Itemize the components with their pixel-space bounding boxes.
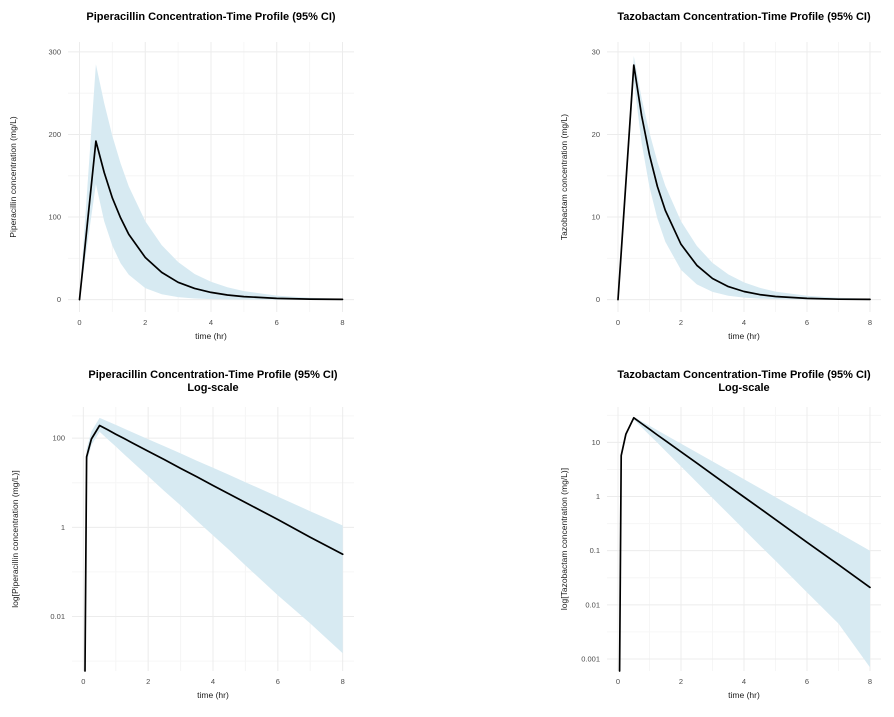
x-tick-label: 6: [275, 318, 279, 327]
y-tick-label: 0.001: [581, 654, 600, 663]
chart-cell-tazobactam-linear: Tazobactam Concentration-Time Profile (9…: [447, 0, 894, 358]
ci-ribbon: [618, 56, 870, 300]
x-tick-labels: 0 2 4 6 8: [77, 318, 344, 327]
x-tick-label: 8: [340, 318, 344, 327]
chart-title-block: Tazobactam Concentration-Time Profile (9…: [607, 0, 881, 34]
x-axis-label: time (hr): [195, 331, 227, 341]
x-tick-label: 0: [616, 318, 620, 327]
y-tick-label: 0.01: [50, 612, 65, 621]
x-axis-label: time (hr): [197, 690, 229, 700]
median-line: [78, 140, 344, 301]
x-tick-label: 2: [143, 318, 147, 327]
x-tick-label: 0: [77, 318, 81, 327]
chart-subtitle: Log-scale: [718, 382, 770, 394]
chart-title: Piperacillin Concentration-Time Profile …: [86, 11, 336, 23]
x-tick-label: 2: [679, 677, 683, 686]
x-tick-label: 0: [81, 677, 85, 686]
x-tick-label: 4: [211, 677, 215, 686]
median-line: [84, 424, 344, 672]
y-axis-label: log[Tazobactam concentration (mg/L)]: [559, 468, 569, 610]
y-tick-label: 0.1: [590, 546, 600, 555]
x-tick-label: 0: [616, 677, 620, 686]
chart-title-block: Tazobactam Concentration-Time Profile (9…: [607, 358, 881, 399]
y-tick-label: 300: [48, 47, 61, 56]
y-axis-label: Piperacillin concentration (mg/L): [8, 116, 18, 238]
y-tick-label: 10: [592, 213, 600, 222]
plot-tazobactam-linear: 0 2 4 6 8 0 10 20 30 time (hr) Tazobactam concentr…: [559, 42, 881, 341]
ci-ribbon: [79, 64, 343, 300]
x-axis-label: time (hr): [728, 331, 760, 341]
x-tick-label: 6: [276, 677, 280, 686]
x-tick-label: 6: [805, 677, 809, 686]
y-tick-label: 100: [52, 434, 65, 443]
x-tick-label: 4: [742, 318, 746, 327]
chart-title-block: Piperacillin Concentration-Time Profile …: [68, 0, 354, 34]
chart-title: Tazobactam Concentration-Time Profile (9…: [617, 369, 871, 381]
plot-piperacillin-log: 0 2 4 6 8 100 1 0.01 time (hr) log[Piperacillin c…: [10, 407, 354, 700]
chart-title: Piperacillin Concentration-Time Profile …: [88, 369, 338, 381]
y-axis-label: log[Piperacillin concentration (mg/L)]: [10, 470, 20, 607]
plot-tazobactam-log: 0 2 4 6 8 10 1 0.1 0.01 0.001 time (hr) log[Tazobac…: [559, 407, 881, 700]
y-tick-label: 200: [48, 130, 61, 139]
x-tick-label: 8: [868, 677, 872, 686]
plot-piperacillin-linear: 0 2 4 6 8 0 100 200 300 time (hr) Piperacillin con…: [8, 42, 354, 341]
ci-ribbon: [85, 417, 343, 671]
y-axis-label: Tazobactam concentration (mg/L): [559, 114, 569, 240]
y-tick-label: 1: [61, 523, 65, 532]
chart-subtitle: Log-scale: [187, 382, 239, 394]
y-tick-labels: 100 1 0.01: [50, 434, 65, 621]
x-tick-labels: 0 2 4 6 8: [616, 677, 872, 686]
y-tick-label: 10: [592, 438, 600, 447]
y-tick-labels: 10 1 0.1 0.01 0.001: [581, 438, 600, 664]
x-tick-label: 8: [868, 318, 872, 327]
x-tick-label: 2: [146, 677, 150, 686]
x-tick-labels: 0 2 4 6 8: [81, 677, 344, 686]
ci-ribbon: [619, 416, 870, 671]
y-tick-label: 0: [596, 295, 600, 304]
y-tick-label: 0.01: [585, 600, 600, 609]
chart-cell-piperacillin-linear: Piperacillin Concentration-Time Profile …: [0, 0, 447, 358]
x-tick-label: 4: [209, 318, 213, 327]
y-tick-label: 100: [48, 213, 61, 222]
chart-title: Tazobactam Concentration-Time Profile (9…: [617, 11, 871, 23]
chart-cell-piperacillin-log: Piperacillin Concentration-Time Profile …: [0, 358, 447, 717]
x-tick-labels: 0 2 4 6 8: [616, 318, 872, 327]
y-tick-labels: 0 10 20 30: [592, 47, 600, 304]
chart-title-block: Piperacillin Concentration-Time Profile …: [72, 358, 354, 399]
x-tick-label: 8: [341, 677, 345, 686]
chart-cell-tazobactam-log: Tazobactam Concentration-Time Profile (9…: [447, 358, 894, 717]
y-tick-label: 1: [596, 492, 600, 501]
x-tick-label: 4: [742, 677, 746, 686]
median-line: [618, 416, 871, 672]
y-tick-label: 0: [57, 295, 61, 304]
y-tick-label: 30: [592, 47, 600, 56]
x-axis-label: time (hr): [728, 690, 760, 700]
x-tick-label: 6: [805, 318, 809, 327]
median-line: [617, 64, 871, 301]
y-tick-labels: 0 100 200 300: [48, 47, 61, 304]
y-tick-label: 20: [592, 130, 600, 139]
x-tick-label: 2: [679, 318, 683, 327]
